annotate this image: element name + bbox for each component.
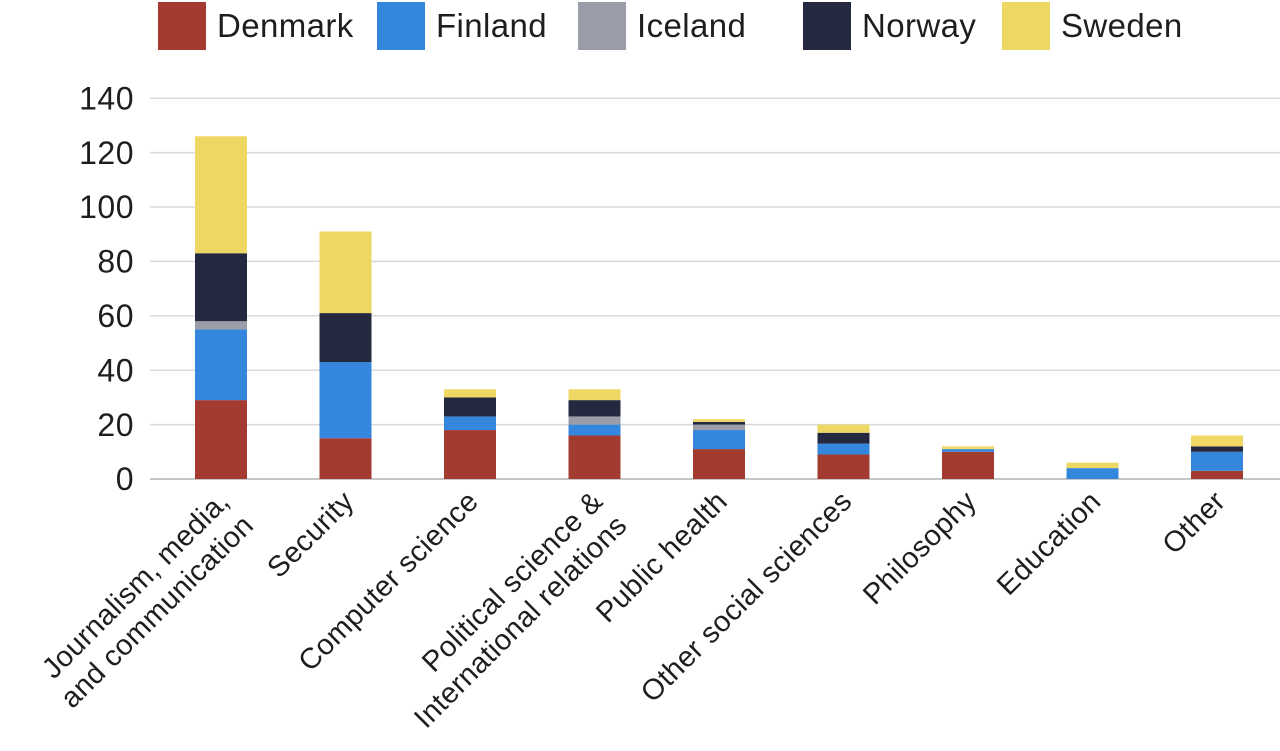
legend-item-iceland: Iceland (578, 2, 746, 50)
bar-stack (1191, 435, 1243, 479)
legend-swatch-sweden (1002, 2, 1050, 50)
bar-segment-finland (1191, 451, 1243, 471)
legend-label: Sweden (1061, 7, 1183, 44)
bar-segment-finland (195, 329, 247, 401)
bar-stack (817, 424, 870, 479)
bar-segment-sweden (1191, 435, 1243, 447)
bar-segment-norway (1191, 446, 1243, 452)
bar-segment-sweden (444, 389, 496, 398)
bar-segment-norway (319, 313, 372, 363)
bar-segment-denmark (817, 454, 870, 479)
legend-item-sweden: Sweden (1002, 2, 1183, 50)
bar-segment-iceland (195, 321, 247, 330)
bar-segment-finland (942, 449, 994, 452)
bar-segment-denmark (444, 430, 496, 479)
bar-segment-iceland (568, 416, 621, 425)
y-axis-tick-label: 140 (79, 80, 134, 116)
bar-segment-norway (693, 421, 745, 425)
bar-stack (195, 136, 247, 479)
bar-segment-finland (568, 424, 621, 436)
legend-label: Norway (862, 7, 977, 44)
x-axis-category-label: Security (261, 485, 360, 584)
y-axis-tick-label: 60 (97, 298, 134, 334)
bar-segment-denmark (568, 435, 621, 479)
bar-segment-sweden (1066, 462, 1119, 469)
bar-stack (568, 389, 621, 479)
x-axis-category-label: Philosophy (857, 485, 983, 611)
bar-segment-denmark (693, 449, 745, 479)
y-axis-tick-label: 0 (116, 461, 134, 497)
bar-stack (444, 389, 496, 479)
y-axis-tick-label: 120 (79, 135, 134, 171)
bar-segment-denmark (942, 451, 994, 479)
bar-segment-norway (568, 400, 621, 417)
bar-segment-denmark (1191, 470, 1243, 479)
bar-segment-sweden (817, 424, 870, 433)
legend-item-finland: Finland (377, 2, 547, 50)
y-axis-tick-label: 80 (97, 244, 134, 280)
legend: Denmark Finland Iceland Norway Sweden (0, 0, 1280, 52)
bar-stack (1066, 462, 1119, 479)
legend-item-norway: Norway (803, 2, 976, 50)
bar-segment-iceland (693, 424, 745, 431)
y-axis-tick-label: 20 (97, 407, 134, 443)
bar-stack (942, 446, 994, 479)
x-axis-category-label: Other (1157, 485, 1232, 560)
x-axis-category-label: Other social sciences (635, 485, 858, 708)
bar-segment-finland (693, 430, 745, 450)
bar-segment-sweden (319, 231, 372, 314)
bar-stack (693, 419, 745, 479)
bar-stack (319, 231, 372, 479)
legend-label: Iceland (637, 7, 747, 44)
bar-segment-sweden (942, 446, 994, 450)
bar-segment-finland (319, 362, 372, 439)
bar-segment-denmark (319, 438, 372, 479)
legend-label: Finland (436, 7, 548, 44)
bar-segment-sweden (195, 136, 247, 254)
bar-segment-denmark (195, 400, 247, 479)
x-axis-category-label: Journalism, media,and communication (31, 485, 260, 714)
bar-segment-finland (1066, 468, 1119, 479)
y-axis-tick-label: 100 (79, 189, 134, 225)
x-axis-category-label: Education (991, 485, 1107, 601)
legend-swatch-iceland (578, 2, 626, 50)
bar-segment-norway (817, 432, 870, 444)
bar-segment-finland (444, 416, 496, 431)
bar-segment-sweden (693, 419, 745, 422)
legend-label: Denmark (217, 7, 354, 44)
legend-swatch-norway (803, 2, 851, 50)
bar-segment-norway (444, 397, 496, 417)
legend-item-denmark: Denmark (158, 2, 354, 50)
y-axis-tick-label: 40 (97, 352, 134, 388)
bar-segment-sweden (568, 389, 621, 401)
bar-segment-finland (817, 443, 870, 455)
legend-swatch-denmark (158, 2, 206, 50)
bar-segment-norway (195, 253, 247, 322)
legend-swatch-finland (377, 2, 425, 50)
